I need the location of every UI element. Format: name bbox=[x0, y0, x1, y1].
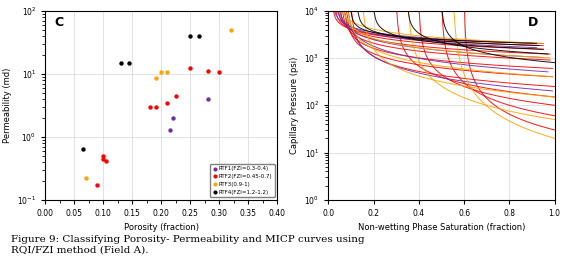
Point bbox=[98, 154, 108, 158]
Point bbox=[151, 104, 160, 109]
Text: D: D bbox=[528, 16, 538, 29]
Point bbox=[171, 93, 181, 98]
Y-axis label: Permeability (md): Permeability (md) bbox=[3, 68, 11, 143]
Point bbox=[151, 76, 160, 80]
Point bbox=[203, 69, 212, 73]
Point bbox=[186, 66, 195, 70]
Point bbox=[79, 146, 88, 151]
Point bbox=[186, 34, 195, 38]
Point bbox=[145, 104, 154, 109]
Point bbox=[157, 70, 166, 75]
Point bbox=[125, 60, 134, 65]
Point bbox=[82, 176, 91, 180]
Y-axis label: Capillary Pressure (psi): Capillary Pressure (psi) bbox=[290, 57, 299, 154]
X-axis label: Non-wetting Phase Saturation (fraction): Non-wetting Phase Saturation (fraction) bbox=[358, 223, 525, 232]
Point bbox=[165, 127, 174, 132]
Point bbox=[169, 116, 178, 120]
Point bbox=[226, 28, 235, 32]
Point bbox=[98, 157, 108, 161]
Point bbox=[102, 158, 111, 163]
Text: C: C bbox=[54, 16, 64, 29]
Point bbox=[116, 60, 125, 65]
Point bbox=[162, 70, 171, 75]
Point bbox=[203, 97, 212, 101]
Point bbox=[195, 34, 204, 38]
X-axis label: Porosity (fraction): Porosity (fraction) bbox=[124, 223, 199, 232]
Point bbox=[215, 70, 224, 75]
Text: Figure 9: Classifying Porosity- Permeability and MICP curves using
RQI/FZI metho: Figure 9: Classifying Porosity- Permeabi… bbox=[11, 235, 365, 254]
Point bbox=[162, 100, 171, 105]
Point bbox=[93, 183, 102, 187]
Legend: RTF1(FZI=0.3-0.4), RTF2(FZI=0.45-0.7), RTF3(0.9-1), RTF4(FZI=1.2-1.2): RTF1(FZI=0.3-0.4), RTF2(FZI=0.45-0.7), R… bbox=[211, 164, 275, 197]
